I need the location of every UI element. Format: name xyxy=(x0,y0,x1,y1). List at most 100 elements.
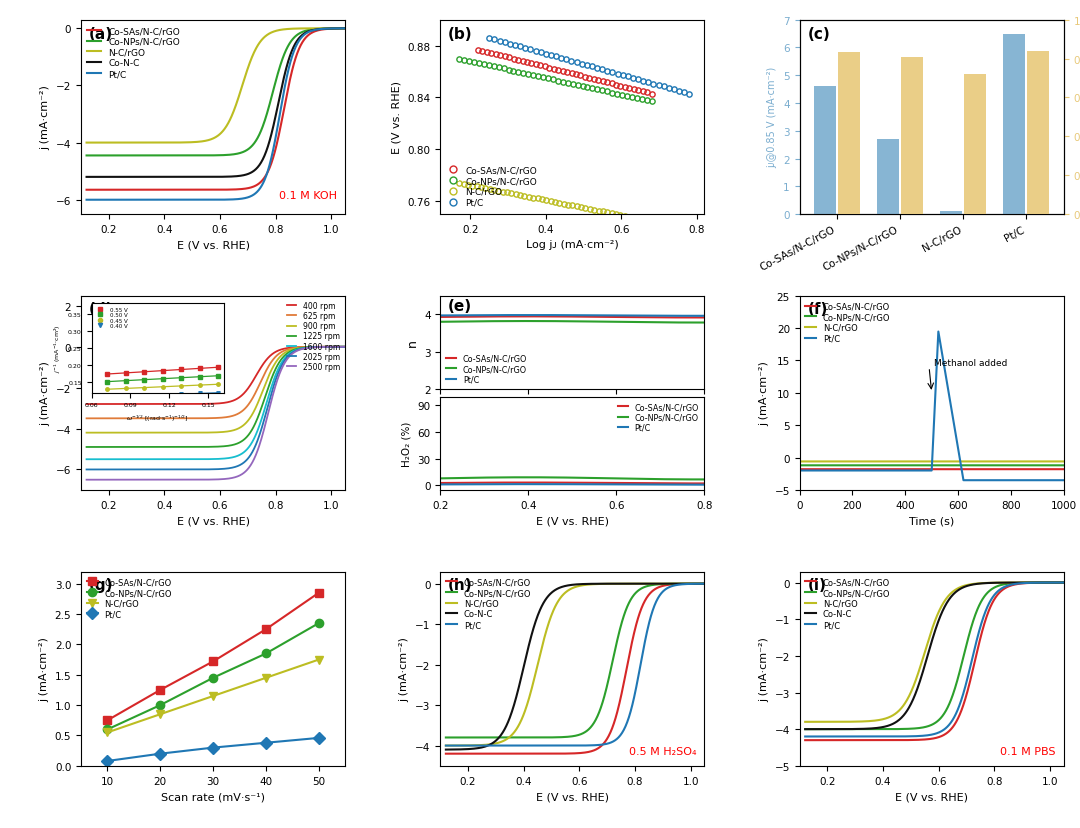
1225 rpm xyxy=(80,442,93,452)
Text: 0.1 M PBS: 0.1 M PBS xyxy=(1000,746,1056,756)
1600 rpm xyxy=(253,421,266,431)
1600 rpm xyxy=(274,359,287,368)
Pt/C xyxy=(839,466,852,476)
N-C/rGO xyxy=(1057,457,1070,467)
Co-NPs/N-C/rGO xyxy=(1024,461,1037,471)
X-axis label: E (V vs. RHE): E (V vs. RHE) xyxy=(177,516,249,526)
Legend: Co-SAs/N-C/rGO, Co-NPs/N-C/rGO, Pt/C: Co-SAs/N-C/rGO, Co-NPs/N-C/rGO, Pt/C xyxy=(444,353,529,386)
N-C/rGO xyxy=(823,457,836,467)
2025 rpm xyxy=(126,465,139,475)
Bar xyxy=(964,75,986,214)
2500 rpm xyxy=(80,475,93,485)
X-axis label: Time (s): Time (s) xyxy=(909,516,955,526)
Co-NPs/N-C/rGO xyxy=(906,461,919,471)
Legend: Co-SAs/N-C/rGO, Co-NPs/N-C/rGO, N-C/rGO, Co-N-C, Pt/C: Co-SAs/N-C/rGO, Co-NPs/N-C/rGO, N-C/rGO,… xyxy=(445,576,532,631)
2025 rpm xyxy=(232,461,245,471)
Text: (h): (h) xyxy=(448,578,473,593)
Co-NPs/N-C/rGO xyxy=(839,461,852,471)
900 rpm xyxy=(197,428,210,438)
X-axis label: Scan rate (mV·s⁻¹): Scan rate (mV·s⁻¹) xyxy=(161,791,265,802)
Pt/C xyxy=(1024,475,1037,485)
Co-NPs/N-C/rGO xyxy=(793,461,806,471)
2500 rpm xyxy=(253,441,266,451)
X-axis label: E (V vs. RHE): E (V vs. RHE) xyxy=(895,791,968,802)
Bar xyxy=(941,211,962,214)
1600 rpm xyxy=(147,455,160,465)
Co-NPs/N-C/rGO xyxy=(823,461,836,471)
Line: 900 rpm: 900 rpm xyxy=(86,347,346,433)
400 rpm xyxy=(197,399,210,409)
1225 rpm xyxy=(253,409,266,419)
2500 rpm xyxy=(339,343,352,353)
400 rpm xyxy=(274,345,287,355)
Text: Methanol added: Methanol added xyxy=(934,359,1008,368)
625 rpm xyxy=(147,414,160,424)
400 rpm xyxy=(253,366,266,376)
Pt/C xyxy=(957,475,970,485)
900 rpm xyxy=(147,428,160,438)
Legend: 400 rpm, 625 rpm, 900 rpm, 1225 rpm, 1600 rpm, 2025 rpm, 2500 rpm: 400 rpm, 625 rpm, 900 rpm, 1225 rpm, 160… xyxy=(286,300,341,373)
2500 rpm xyxy=(126,475,139,485)
1225 rpm xyxy=(147,442,160,452)
Y-axis label: jᴊ@0.85 V (mA·cm⁻²): jᴊ@0.85 V (mA·cm⁻²) xyxy=(768,67,778,168)
N-C/rGO xyxy=(1024,457,1037,467)
Y-axis label: n: n xyxy=(405,339,418,347)
900 rpm xyxy=(339,342,352,352)
400 rpm xyxy=(80,400,93,410)
1225 rpm xyxy=(126,442,139,452)
N-C/rGO xyxy=(793,457,806,467)
900 rpm xyxy=(80,428,93,438)
2500 rpm xyxy=(197,475,210,485)
900 rpm xyxy=(274,351,287,361)
625 rpm xyxy=(339,342,352,352)
Text: (i): (i) xyxy=(808,578,826,593)
N-C/rGO xyxy=(894,457,907,467)
2025 rpm xyxy=(80,465,93,475)
Legend: Co-SAs/N-C/rGO, Co-NPs/N-C/rGO, N-C/rGO, Pt/C: Co-SAs/N-C/rGO, Co-NPs/N-C/rGO, N-C/rGO,… xyxy=(85,576,174,620)
Legend: Co-SAs/N-C/rGO, Co-NPs/N-C/rGO, N-C/rGO, Pt/C: Co-SAs/N-C/rGO, Co-NPs/N-C/rGO, N-C/rGO,… xyxy=(804,301,892,344)
Y-axis label: H₂O₂ (%): H₂O₂ (%) xyxy=(402,421,411,466)
Co-SAs/N-C/rGO xyxy=(894,465,907,474)
Text: (b): (b) xyxy=(448,26,473,41)
Pt/C xyxy=(894,466,907,476)
1225 rpm xyxy=(339,342,352,352)
Line: 2025 rpm: 2025 rpm xyxy=(86,348,346,470)
Text: 0.5 M H₂SO₄: 0.5 M H₂SO₄ xyxy=(629,746,697,756)
2025 rpm xyxy=(147,465,160,475)
1600 rpm xyxy=(126,455,139,465)
N-C/rGO xyxy=(906,457,919,467)
625 rpm xyxy=(197,414,210,424)
1225 rpm xyxy=(274,355,287,365)
Text: (c): (c) xyxy=(808,26,831,41)
625 rpm xyxy=(253,381,266,391)
Co-SAs/N-C/rGO xyxy=(823,465,836,474)
Bar xyxy=(838,53,861,214)
900 rpm xyxy=(232,424,245,434)
Legend: Co-SAs/N-C/rGO, Co-NPs/N-C/rGO, N-C/rGO, Co-N-C, Pt/C: Co-SAs/N-C/rGO, Co-NPs/N-C/rGO, N-C/rGO,… xyxy=(85,25,181,81)
Line: 400 rpm: 400 rpm xyxy=(86,347,346,405)
Co-SAs/N-C/rGO xyxy=(839,465,852,474)
Co-SAs/N-C/rGO xyxy=(906,465,919,474)
Co-NPs/N-C/rGO xyxy=(1052,461,1065,471)
Y-axis label: j (mA·cm⁻²): j (mA·cm⁻²) xyxy=(759,637,769,701)
N-C/rGO xyxy=(839,457,852,467)
Line: 2500 rpm: 2500 rpm xyxy=(86,348,346,480)
X-axis label: E (V vs. RHE): E (V vs. RHE) xyxy=(536,791,609,802)
2025 rpm xyxy=(197,465,210,474)
400 rpm xyxy=(232,393,245,403)
N-C/rGO xyxy=(1052,457,1065,467)
Co-SAs/N-C/rGO xyxy=(1024,465,1037,474)
900 rpm xyxy=(126,428,139,438)
1225 rpm xyxy=(232,438,245,448)
Pt/C xyxy=(793,466,806,476)
Legend: Co-SAs/N-C/rGO, Co-NPs/N-C/rGO, Pt/C: Co-SAs/N-C/rGO, Co-NPs/N-C/rGO, Pt/C xyxy=(616,401,701,434)
Y-axis label: j (mA·cm⁻²): j (mA·cm⁻²) xyxy=(400,637,409,701)
900 rpm xyxy=(253,395,266,405)
Y-axis label: j (mA·cm⁻²): j (mA·cm⁻²) xyxy=(39,637,49,701)
X-axis label: E (V vs. RHE): E (V vs. RHE) xyxy=(177,240,249,250)
Y-axis label: j (mA·cm⁻²): j (mA·cm⁻²) xyxy=(40,361,51,426)
Text: (e): (e) xyxy=(448,299,472,314)
Legend: Co-SAs/N-C/rGO, Co-NPs/N-C/rGO, N-C/rGO, Pt/C: Co-SAs/N-C/rGO, Co-NPs/N-C/rGO, N-C/rGO,… xyxy=(445,163,540,210)
625 rpm xyxy=(274,348,287,358)
Pt/C xyxy=(823,466,836,476)
